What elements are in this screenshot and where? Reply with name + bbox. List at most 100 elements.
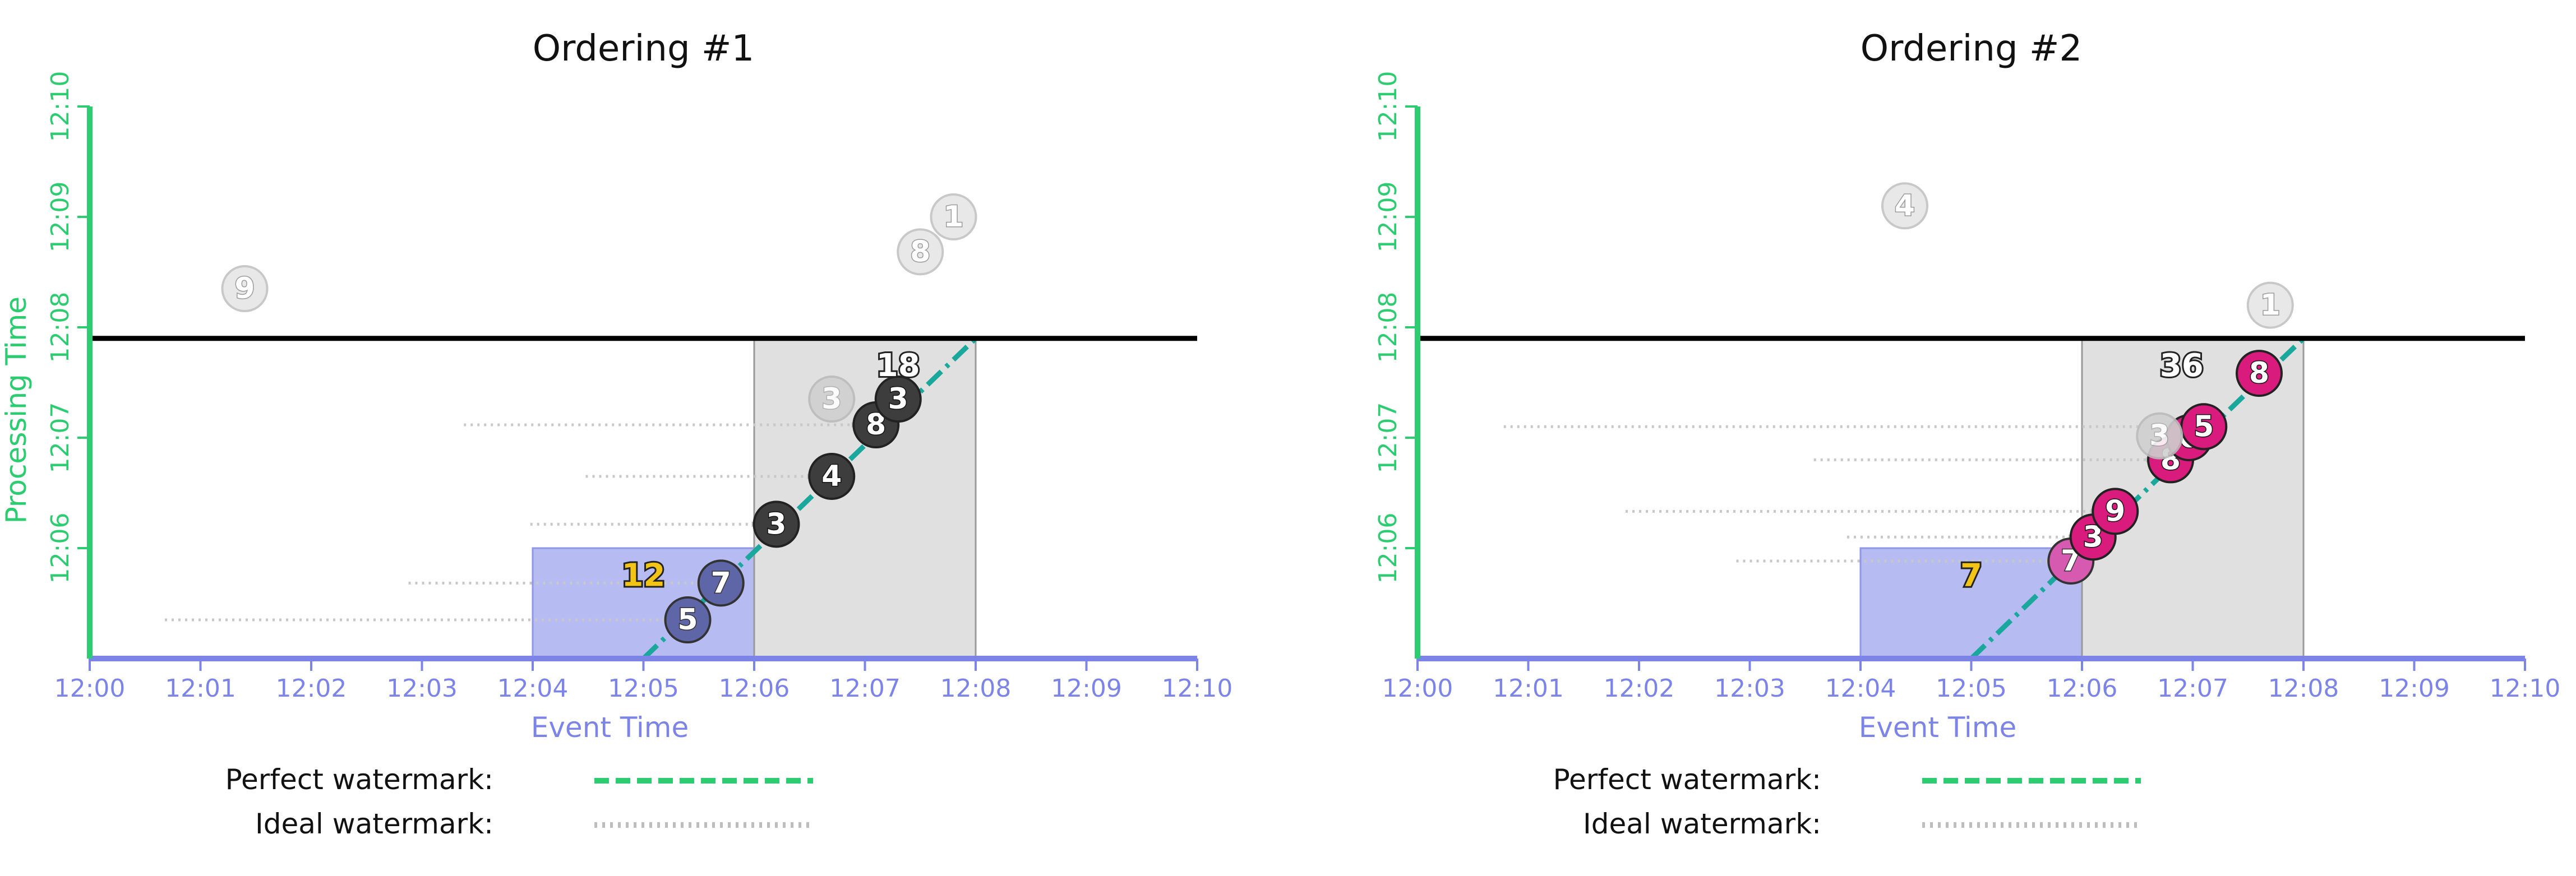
y-axis-label: Processing Time bbox=[0, 296, 33, 523]
data-point: 7 bbox=[697, 559, 745, 607]
data-point-circle bbox=[664, 596, 712, 644]
y-tick-label: 12:08 bbox=[46, 292, 75, 363]
data-point-label: 3 bbox=[766, 507, 786, 541]
data-point: 9 bbox=[221, 265, 269, 313]
data-point-label: 8 bbox=[866, 408, 886, 442]
y-axis-label: Processing Time bbox=[0, 296, 33, 523]
data-point-circle bbox=[221, 265, 269, 313]
window-1 bbox=[1859, 547, 2083, 660]
data-point: 1 bbox=[2246, 281, 2294, 329]
x-tick-label: 12:03 bbox=[1714, 674, 1785, 703]
x-axis-label: Event Time bbox=[531, 711, 689, 744]
data-point-label: 3 bbox=[2083, 520, 2103, 554]
data-point: 8 bbox=[897, 228, 944, 276]
data-point-circle bbox=[808, 452, 856, 500]
watermark-line bbox=[1969, 336, 2306, 661]
chart-title: Ordering #2 bbox=[1861, 28, 2083, 69]
x-tick-label: 12:05 bbox=[1936, 674, 2007, 703]
data-point-circle bbox=[897, 228, 944, 276]
x-tick-label: 12:08 bbox=[940, 674, 1012, 703]
window-result-label: 36 bbox=[2160, 347, 2204, 384]
y-tick-label: 12:10 bbox=[46, 71, 75, 142]
x-tick-label: 12:02 bbox=[276, 674, 347, 703]
x-tick-label: 12:04 bbox=[1825, 674, 1896, 703]
data-point: 5 bbox=[664, 596, 712, 644]
data-point-circle bbox=[2136, 412, 2183, 460]
data-point-circle bbox=[1881, 182, 1928, 230]
y-tick-label: 12:07 bbox=[1374, 402, 1402, 474]
x-tick-label: 12:03 bbox=[386, 674, 458, 703]
x-tick-label: 12:07 bbox=[829, 674, 901, 703]
data-point-circle bbox=[753, 500, 800, 548]
x-tick-label: 12:08 bbox=[2268, 674, 2339, 703]
window-result-label: 7 bbox=[1960, 557, 1982, 594]
x-tick-label: 12:09 bbox=[1051, 674, 1122, 703]
x-tick-label: 12:04 bbox=[497, 674, 569, 703]
data-point-label: 3 bbox=[2149, 419, 2169, 453]
data-point-circle bbox=[930, 193, 977, 240]
window-2 bbox=[753, 337, 977, 660]
data-point-label: 1 bbox=[2260, 289, 2280, 322]
x-tick-label: 12:01 bbox=[165, 674, 236, 703]
data-point-circle bbox=[697, 559, 745, 607]
data-point-label: 8 bbox=[2249, 356, 2269, 390]
x-tick-label: 12:01 bbox=[1493, 674, 1564, 703]
data-point-label: 9 bbox=[234, 272, 255, 305]
data-point-label: 3 bbox=[821, 382, 842, 416]
y-tick-label: 12:08 bbox=[1374, 292, 1402, 363]
y-tick-label: 12:10 bbox=[1374, 71, 1402, 142]
x-tick-label: 12:05 bbox=[608, 674, 679, 703]
data-point-label: 1 bbox=[943, 200, 963, 234]
data-point: 3 bbox=[753, 500, 800, 548]
window-result-label: 18 bbox=[876, 347, 920, 384]
data-point-circle bbox=[874, 376, 922, 423]
data-point-label: 3 bbox=[888, 382, 908, 416]
x-tick-label: 12:07 bbox=[2157, 674, 2228, 703]
chart-title: Ordering #1 bbox=[533, 28, 755, 69]
x-tick-label: 12:09 bbox=[2379, 674, 2450, 703]
x-axis-label: Event Time bbox=[1859, 711, 2017, 744]
data-point-circle bbox=[808, 376, 856, 423]
legend-perfect-label: Perfect watermark: bbox=[225, 763, 493, 796]
legend-perfect-label: Perfect watermark: bbox=[1553, 763, 1821, 796]
y-tick-label: 12:07 bbox=[46, 402, 75, 474]
data-point-circle bbox=[2180, 403, 2228, 451]
x-tick-label: 12:06 bbox=[719, 674, 790, 703]
x-tick-label: 12:00 bbox=[1382, 674, 1453, 703]
data-point: 4 bbox=[808, 452, 856, 500]
y-tick-label: 12:06 bbox=[1374, 513, 1402, 584]
data-point: 1 bbox=[930, 193, 977, 240]
data-point: 3 bbox=[2136, 412, 2183, 460]
y-tick-label: 12:06 bbox=[46, 513, 75, 584]
x-tick-label: 12:10 bbox=[2490, 674, 2561, 703]
chart-panel-1: Ordering #1 12:00 12:01 12:02 12:03 12:04 12:0… bbox=[0, 28, 1232, 840]
data-point: 3 bbox=[874, 376, 922, 423]
data-point: 3 bbox=[808, 376, 856, 423]
data-point-label: 4 bbox=[1895, 189, 1915, 223]
chart-panel-2: Ordering #2 12:00 12:01 12:02 12:03 12:04 12:0… bbox=[0, 28, 2560, 840]
x-tick-label: 12:02 bbox=[1604, 674, 1675, 703]
legend-ideal-label: Ideal watermark: bbox=[255, 808, 493, 840]
data-point-circle bbox=[2092, 488, 2139, 535]
data-point: 5 bbox=[2180, 403, 2228, 451]
legend-ideal-label: Ideal watermark: bbox=[1583, 808, 1821, 840]
data-point-label: 5 bbox=[2194, 410, 2214, 443]
x-tick-label: 12:06 bbox=[2047, 674, 2118, 703]
y-tick-label: 12:09 bbox=[1374, 182, 1402, 253]
data-point-label: 7 bbox=[711, 566, 731, 600]
x-tick-label: 12:00 bbox=[54, 674, 126, 703]
data-point-label: 5 bbox=[677, 603, 698, 637]
data-point: 9 bbox=[2092, 488, 2139, 535]
data-point: 4 bbox=[1881, 182, 1928, 230]
window-result-label: 12 bbox=[622, 557, 666, 594]
data-point-circle bbox=[2236, 350, 2283, 397]
data-point-circle bbox=[2246, 281, 2294, 329]
data-point-label: 9 bbox=[2105, 494, 2125, 528]
x-tick-label: 12:10 bbox=[1162, 674, 1233, 703]
data-point-label: 8 bbox=[910, 235, 930, 268]
y-tick-label: 12:09 bbox=[46, 182, 75, 253]
data-point: 8 bbox=[2236, 350, 2283, 397]
data-point-label: 4 bbox=[821, 460, 842, 493]
